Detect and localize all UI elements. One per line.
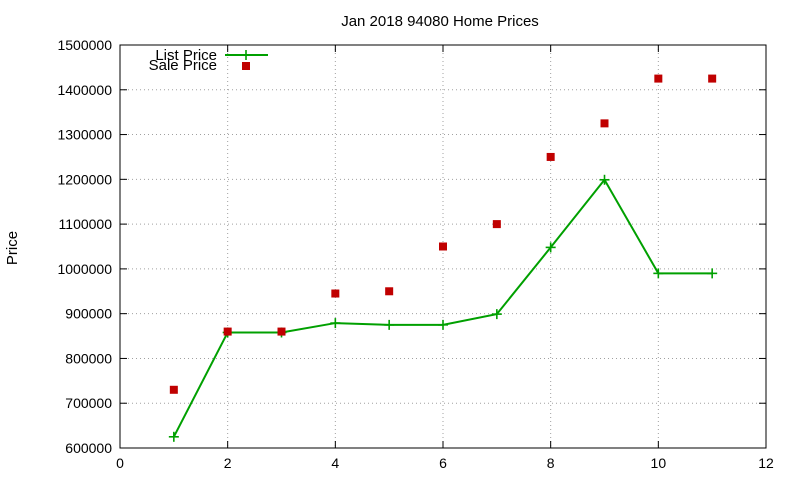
list-price-point [545,242,556,253]
x-tick-label: 0 [116,455,124,471]
list-price-point [653,268,664,279]
y-tick-label: 700000 [65,395,112,411]
sale-price-point [223,327,232,336]
list-price-point [168,431,179,442]
y-tick-label: 1000000 [57,261,112,277]
list-price-point [384,319,395,330]
sale-price-point [385,287,394,296]
plot-frame [119,44,767,449]
x-tick-label: 12 [758,455,774,471]
axes: 600000 700000 800000 900000 1000000 1100000 12… [57,37,774,471]
list-price-point [438,319,448,330]
list-price-point [491,309,502,320]
sale-price-point [600,119,609,128]
y-tick-label: 600000 [65,440,112,456]
sale-price-point [492,220,501,229]
y-tick-label: 1200000 [57,171,112,187]
legend-label: Sale Price [149,57,217,74]
list-price-point [599,174,610,185]
list-price-point [707,268,718,279]
x-tick-label: 2 [224,455,232,471]
chart-title: Jan 2018 94080 Home Prices [341,13,539,30]
y-tick-label: 800000 [65,350,112,366]
sale-price-point [331,289,340,298]
plot-area [168,74,718,442]
legend-label: List Price [155,47,217,64]
list-price-point [330,318,341,329]
y-tick-label: 1100000 [59,216,113,232]
sale-price-point [169,385,178,394]
sale-price-point [546,152,555,161]
x-tick-label: 6 [439,455,447,471]
y-tick-label: 1500000 [57,37,112,53]
list-price-line [172,178,713,438]
x-tick-label: 10 [651,455,667,471]
legend-sale-price-marker [242,62,250,70]
sale-price-point [708,74,717,83]
legend-list-price-marker [241,50,251,60]
y-tick-label: 1300000 [57,127,112,143]
x-tick-label: 4 [331,455,339,471]
y-axis-label: Price [4,231,21,265]
x-tick-label: 8 [547,455,555,471]
sale-price-point [277,327,286,336]
y-tick-label: 900000 [65,306,112,322]
sale-price-point [439,242,447,251]
sale-price-point [654,74,663,83]
y-tick-label: 1400000 [57,82,112,98]
